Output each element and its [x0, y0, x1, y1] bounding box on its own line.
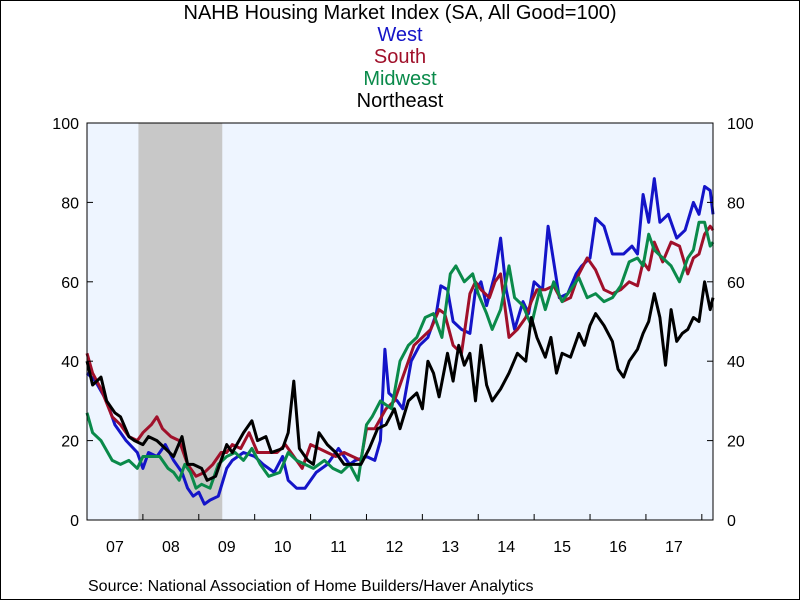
series-line-midwest: [85, 220, 715, 490]
y-tick-label-right: 20: [727, 434, 745, 451]
series-layer: [85, 177, 715, 506]
chart-titles: NAHB Housing Market Index (SA, All Good=…: [0, 2, 800, 112]
y-tick-label-left: 20: [61, 434, 79, 451]
legend-west: West: [377, 24, 423, 46]
x-tick-label: 07: [106, 539, 124, 556]
x-tick-label: 17: [665, 539, 683, 556]
legend-south: South: [373, 46, 427, 68]
chart-title: NAHB Housing Market Index (SA, All Good=…: [183, 2, 617, 24]
legend-midwest: Midwest: [363, 68, 437, 90]
y-tick-label-right: 100: [727, 116, 754, 133]
y-tick-label-right: 60: [727, 275, 745, 292]
x-tick-label: 12: [386, 539, 404, 556]
x-tick-label: 13: [441, 539, 459, 556]
y-tick-label-right: 80: [727, 195, 745, 212]
axis-layer: 0 0 20 20 40 40 60 60 80 80 100 100 07 08 09 10 11 12 13 14…: [52, 116, 754, 556]
x-tick-label: 10: [274, 539, 292, 556]
series-line-south: [85, 224, 715, 478]
source-note: Source: National Association of Home Bui…: [88, 578, 534, 595]
x-tick-label: 11: [330, 539, 347, 556]
y-tick-label-left: 40: [61, 354, 79, 371]
x-tick-label: 09: [218, 539, 236, 556]
x-tick-label: 16: [609, 539, 627, 556]
y-tick-label-left: 0: [70, 513, 79, 530]
x-tick-label: 14: [497, 539, 515, 556]
y-tick-label-left: 80: [61, 195, 79, 212]
series-line-west: [85, 177, 715, 506]
recession-band: [138, 123, 223, 520]
series-line-northeast: [85, 280, 715, 482]
y-tick-label-left: 100: [52, 116, 79, 133]
plot-border: [86, 122, 714, 521]
y-tick-label-right: 40: [727, 354, 745, 371]
x-tick-label: 15: [553, 539, 571, 556]
legend-northeast: Northeast: [356, 90, 444, 112]
y-tick-label-left: 60: [61, 275, 79, 292]
x-tick-label: 08: [162, 539, 180, 556]
y-tick-label-right: 0: [727, 513, 736, 530]
